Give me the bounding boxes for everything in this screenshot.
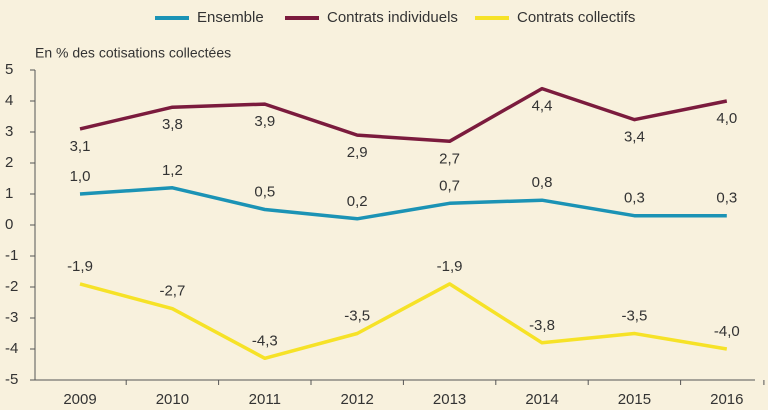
- y-tick-label: 4: [5, 92, 13, 109]
- x-tick-label: 2012: [341, 391, 374, 408]
- data-label: -1,9: [437, 258, 463, 275]
- legend-label: Ensemble: [197, 9, 264, 26]
- data-label: -1,9: [67, 258, 93, 275]
- data-label: 1,2: [162, 162, 183, 179]
- x-tick-label: 2010: [156, 391, 189, 408]
- data-label: -3,8: [529, 317, 555, 334]
- x-tick-label: 2011: [249, 391, 281, 408]
- data-label: -4,0: [714, 323, 740, 340]
- data-label: 0,8: [532, 174, 553, 191]
- y-tick-label: 1: [5, 185, 13, 202]
- legend-label: Contrats collectifs: [517, 9, 635, 26]
- data-label: 0,5: [254, 183, 275, 200]
- x-tick-label: 2013: [433, 391, 466, 408]
- data-label: 3,8: [162, 116, 183, 133]
- data-label: 3,4: [624, 129, 645, 146]
- line: [79, 186, 727, 221]
- x-tick-label: 2016: [710, 391, 743, 408]
- y-axis-label: En % des cotisations collectées: [35, 45, 231, 61]
- data-label: 0,3: [624, 190, 645, 207]
- y-tick-label: -2: [5, 278, 18, 295]
- y-tick-label: -4: [5, 340, 18, 357]
- data-label: 0,7: [439, 177, 460, 194]
- legend-label: Contrats individuels: [327, 9, 458, 26]
- data-label: 2,7: [439, 150, 460, 167]
- data-label: -2,7: [159, 283, 185, 300]
- y-tick-label: 5: [5, 61, 13, 78]
- line: [79, 282, 728, 361]
- data-label: 3,9: [254, 113, 275, 130]
- line: [79, 86, 728, 144]
- data-label: 0,3: [716, 190, 737, 207]
- data-label: 2,9: [347, 144, 368, 161]
- data-label: -3,5: [344, 307, 370, 324]
- y-tick-label: 3: [5, 123, 13, 140]
- y-tick-label: 2: [5, 154, 13, 171]
- x-tick-label: 2009: [63, 391, 96, 408]
- data-label: 0,2: [347, 193, 368, 210]
- x-tick-label: 2015: [618, 391, 651, 408]
- data-label: 4,0: [716, 110, 737, 127]
- data-label: -4,3: [252, 332, 278, 349]
- data-label: -3,5: [621, 307, 647, 324]
- data-label: 1,0: [70, 168, 91, 185]
- y-tick-label: -1: [5, 247, 18, 264]
- data-label: 3,1: [70, 138, 91, 155]
- x-tick-label: 2014: [525, 391, 558, 408]
- y-tick-label: 0: [5, 216, 13, 233]
- y-tick-label: -5: [5, 371, 18, 388]
- y-tick-label: -3: [5, 309, 18, 326]
- data-label: 4,4: [532, 98, 553, 115]
